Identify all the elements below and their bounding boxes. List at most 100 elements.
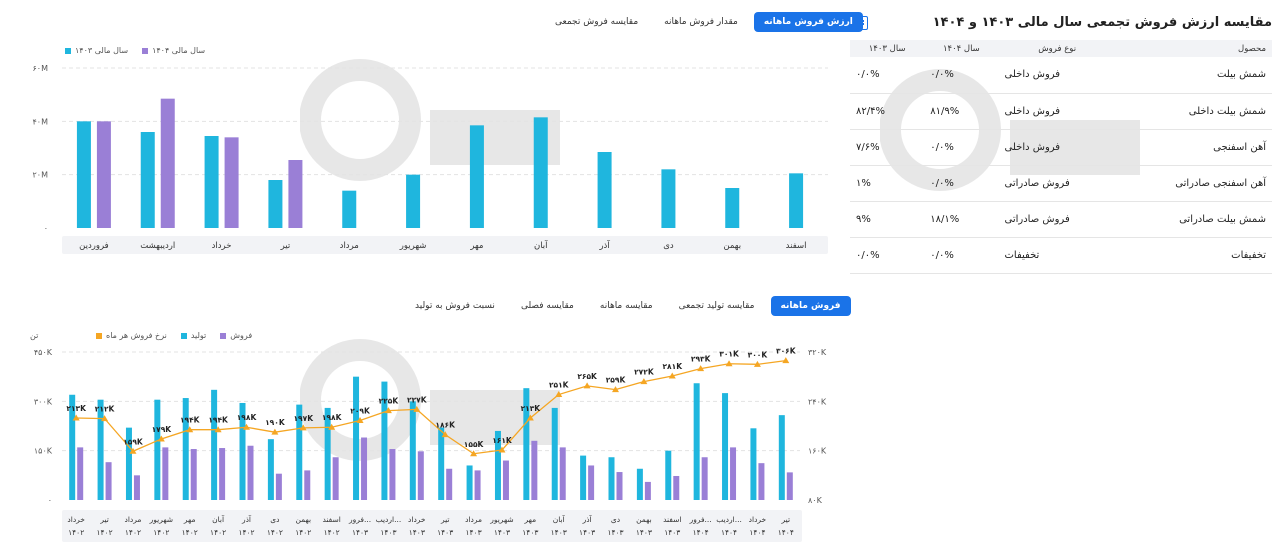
x-tick-label-month: مرداد: [465, 515, 482, 524]
table-row[interactable]: شمش بیلت صادراتی فروش صادراتی ۱۸/۱% ۹%: [850, 201, 1272, 238]
x-tick-label-year: ۱۴۰۳: [636, 528, 652, 537]
x-tick-label: خرداد: [212, 241, 232, 251]
rate-point: [186, 426, 194, 433]
bar-sales: [332, 457, 339, 500]
cell-year-1403: ۰/۰%: [850, 57, 925, 94]
rate-data-label: ۲۹۳K: [691, 355, 712, 364]
tab-monthly-sales-quantity[interactable]: مقدار فروش ماهانه: [664, 17, 738, 27]
table-title-row: مقایسه ارزش فروش تجمعی سال مالی ۱۴۰۳ و ۱…: [850, 12, 1272, 40]
cell-year-1404: ۰/۰%: [924, 237, 999, 274]
bar-production: [239, 402, 246, 500]
cell-product: شمش بیلت: [1115, 57, 1272, 94]
legend-label-rate: نرخ فروش هر ماه: [106, 331, 167, 340]
bar-production: [125, 427, 132, 500]
tab-seasonal-comparison[interactable]: مقایسه فصلی: [520, 301, 574, 311]
legend-item-1403[interactable]: سال مالی ۱۴۰۳: [65, 46, 128, 55]
legend-item-production[interactable]: تولید: [180, 331, 207, 340]
rate-point: [384, 407, 392, 414]
cell-year-1404: ۰/۰%: [924, 57, 999, 94]
bar-production: [296, 404, 303, 500]
y-left-tick-label: ۳۰۰K: [34, 397, 53, 406]
y-left-tick-label: ۰: [48, 496, 52, 505]
bar-production: [608, 457, 615, 500]
x-tick-label-year: ۱۴۰۳: [579, 528, 595, 537]
x-tick-label: آبان: [534, 239, 548, 251]
rate-point: [526, 414, 534, 421]
table-row[interactable]: آهن اسفنجی صادراتی فروش صادراتی ۰/۰% ۱%: [850, 165, 1272, 202]
cell-year-1403: ۱%: [850, 165, 925, 202]
bar-sales: [446, 468, 453, 500]
legend-item-1404[interactable]: سال مالی ۱۴۰۴: [142, 46, 205, 55]
cell-product: شمش بیلت داخلی: [1115, 93, 1272, 130]
tab-cumulative-sales-comparison[interactable]: مقایسه فروش تجمعی: [555, 17, 639, 27]
legend-item-rate[interactable]: نرخ فروش هر ماه: [96, 331, 167, 340]
bar-production: [381, 381, 388, 500]
bar-production: [693, 383, 700, 500]
header-product: محصول: [1115, 40, 1272, 57]
x-tick-label: دی: [663, 241, 674, 251]
rate-data-label: ۳۰۶K: [776, 347, 797, 356]
x-tick-label-month: خرداد: [67, 515, 85, 524]
legend-label-1404: سال مالی ۱۴۰۴: [152, 46, 206, 55]
rate-line: [76, 359, 786, 455]
cell-sale-type: فروش داخلی: [998, 129, 1116, 166]
rate-data-label: ۲۱۳K: [66, 404, 87, 413]
bar-1403: [342, 190, 357, 228]
document-icon[interactable]: [856, 16, 868, 30]
bar-1404: [224, 137, 239, 228]
rate-data-label: ۲۸۱K: [662, 362, 683, 371]
bar-sales: [247, 445, 254, 500]
bar-1403: [140, 132, 155, 228]
rate-data-label: ۲۰۹K: [350, 406, 371, 415]
x-tick-label: تیر: [280, 241, 291, 251]
legend-swatch-production: [180, 332, 187, 339]
bar-sales: [133, 475, 140, 500]
x-tick-label-month: دی: [270, 515, 279, 524]
y-right-tick-label: ۸۰K: [808, 496, 823, 505]
rate-point: [129, 447, 137, 454]
rate-point: [555, 391, 563, 398]
table-row[interactable]: آهن اسفنجی فروش داخلی ۰/۰% ۷/۶%: [850, 129, 1272, 166]
rate-point: [753, 360, 761, 367]
table-row[interactable]: شمش بیلت فروش داخلی ۰/۰% ۰/۰%: [850, 57, 1272, 94]
table-row[interactable]: شمش بیلت داخلی فروش داخلی ۸۱/۹% ۸۲/۴%: [850, 93, 1272, 130]
header-year-1404: سال ۱۴۰۴: [924, 40, 999, 57]
rate-data-label: ۲۷۲K: [634, 368, 655, 377]
legend-label-production: تولید: [190, 331, 207, 340]
y-left-tick-label: ۱۵۰K: [34, 447, 53, 456]
y-left-tick-label: ۴۵۰K: [34, 348, 53, 357]
tab-cumulative-production-comparison[interactable]: مقایسه تولید تجمعی: [678, 301, 755, 311]
legend-swatch-1403: [65, 47, 71, 54]
rate-point: [356, 416, 364, 423]
rate-point: [725, 360, 733, 367]
y-tick-label: ۶۰M: [33, 64, 49, 73]
cumulative-sales-table: محصول نوع فروش سال ۱۴۰۴ سال ۱۴۰۳ شمش بیل…: [850, 40, 1272, 274]
tab-monthly-comparison[interactable]: مقایسه ماهانه: [599, 301, 653, 311]
y-right-tick-label: ۳۲۰K: [808, 348, 827, 357]
monthly-sales-production-chart: تن ۴۵۰K ۳۰۰K ۱۵۰K ۰ ۳۲۰K ۲۴۰K ۱۶۰K ۸۰K خرداد ۱۴۰۲ ت…: [30, 331, 827, 542]
rate-data-label: ۳۰۰K: [748, 350, 769, 359]
bar-production: [69, 394, 76, 500]
bar-sales: [502, 460, 509, 500]
bar-production: [636, 468, 643, 500]
bar-production: [324, 407, 331, 500]
y-axis-unit-label: تن: [30, 331, 38, 340]
table-header-row: محصول نوع فروش سال ۱۴۰۴ سال ۱۴۰۳: [850, 40, 1272, 57]
y-right-tick-label: ۲۴۰K: [808, 397, 827, 406]
legend-item-sales[interactable]: فروش: [220, 331, 252, 340]
bar-production: [466, 465, 473, 500]
rate-point: [243, 423, 250, 430]
x-tick-label-year: ۱۴۰۲: [68, 528, 84, 537]
bar-sales: [474, 470, 481, 500]
tab-sales-to-production-ratio[interactable]: نسبت فروش به تولید: [415, 301, 495, 311]
x-tick-label-month: دی: [611, 515, 620, 524]
rate-point: [157, 435, 165, 442]
rate-point: [668, 372, 676, 379]
rate-point: [470, 450, 478, 457]
rate-point: [612, 386, 619, 393]
tab-monthly-sales[interactable]: فروش ماهانه: [770, 296, 851, 316]
tab-monthly-sales-value[interactable]: ارزش فروش ماهانه: [753, 12, 863, 32]
table-row[interactable]: تخفیفات تخفیفات ۰/۰% ۰/۰%: [850, 237, 1272, 274]
rate-data-label: ۲۱۲K: [95, 405, 116, 414]
rate-data-label: ۱۶۱K: [492, 436, 513, 445]
